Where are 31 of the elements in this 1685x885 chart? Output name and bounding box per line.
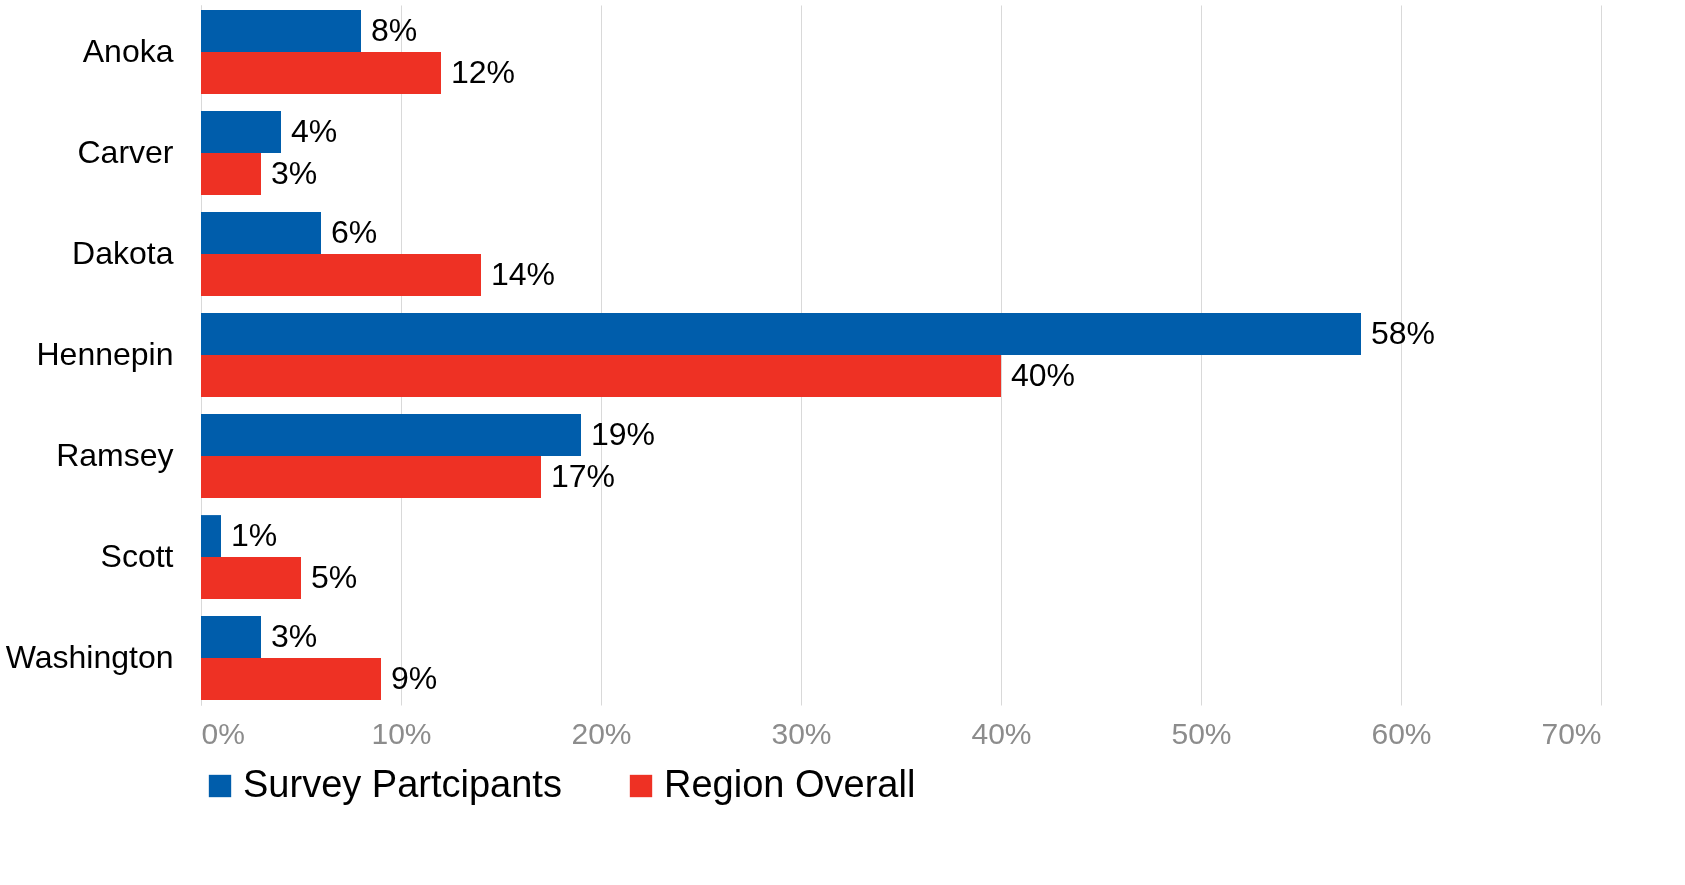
x-tick-label: 50% xyxy=(1171,716,1232,750)
data-label: 58% xyxy=(1371,315,1436,352)
data-label: 1% xyxy=(231,517,278,554)
data-label: 3% xyxy=(271,618,318,655)
data-label: 4% xyxy=(291,113,338,150)
x-tick-label: 60% xyxy=(1371,716,1432,750)
data-label: 5% xyxy=(311,558,358,595)
y-tick-label: Anoka xyxy=(82,32,174,69)
data-label: 12% xyxy=(451,53,516,90)
y-tick-label: Ramsey xyxy=(56,437,174,474)
y-tick-label: Hennepin xyxy=(36,336,174,372)
y-tick-label: Washington xyxy=(5,639,174,676)
y-tick-label: Dakota xyxy=(72,234,174,271)
data-label: 6% xyxy=(331,214,378,251)
data-label: 19% xyxy=(591,416,656,453)
data-label: 17% xyxy=(551,457,616,494)
data-label: 3% xyxy=(271,154,318,191)
data-label: 40% xyxy=(1011,356,1076,393)
y-tick-label: Carver xyxy=(77,133,174,170)
data-label: 8% xyxy=(371,12,418,49)
data-label: 14% xyxy=(491,255,556,292)
x-tick-label: 30% xyxy=(771,716,832,750)
x-tick-label: 20% xyxy=(571,716,632,750)
x-tick-label: 40% xyxy=(971,716,1032,750)
data-label: 9% xyxy=(391,659,438,696)
x-tick-label: 0% xyxy=(201,716,245,750)
legend-label: Survey Partcipants xyxy=(243,763,562,805)
y-tick-label: Scott xyxy=(100,538,174,575)
legend-label: Region Overall xyxy=(664,763,916,805)
x-tick-label: 10% xyxy=(371,716,432,750)
x-tick-label: 70% xyxy=(1541,716,1602,750)
